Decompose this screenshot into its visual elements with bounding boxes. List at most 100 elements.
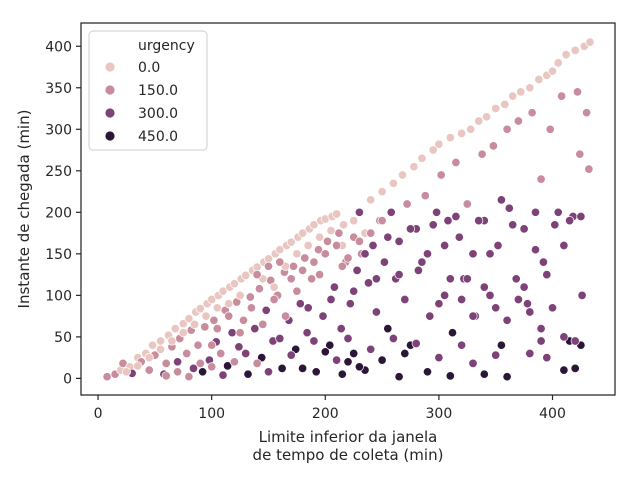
data-point: [329, 282, 339, 292]
data-point: [371, 307, 381, 317]
data-point: [161, 371, 171, 381]
data-point: [466, 124, 476, 134]
data-point: [263, 367, 274, 377]
data-point: [576, 211, 586, 222]
data-point: [434, 353, 444, 363]
data-point: [519, 282, 529, 292]
data-point: [227, 328, 237, 338]
data-point: [538, 257, 548, 267]
data-point: [173, 367, 183, 377]
data-point: [343, 357, 353, 367]
data-point: [417, 153, 427, 163]
data-point: [309, 257, 319, 267]
data-point: [207, 340, 217, 350]
data-point: [485, 249, 495, 259]
data-point: [277, 363, 287, 373]
data-point: [275, 333, 285, 344]
data-point: [280, 311, 291, 321]
data-point: [525, 307, 535, 317]
data-point: [229, 357, 239, 367]
data-point: [235, 328, 245, 338]
data-point: [288, 261, 299, 271]
data-point: [411, 338, 421, 349]
data-point: [575, 149, 585, 159]
data-point: [245, 292, 255, 302]
data-point: [241, 270, 251, 280]
data-point: [200, 322, 210, 332]
data-point: [377, 355, 387, 365]
data-point: [207, 294, 217, 305]
data-point: [397, 170, 408, 180]
data-point: [133, 361, 143, 371]
data-point: [493, 240, 503, 251]
data-point: [252, 358, 262, 368]
data-point: [394, 236, 404, 246]
data-point: [349, 348, 359, 359]
data-point: [338, 220, 349, 230]
y-tick-label: 100: [45, 288, 72, 304]
data-point: [462, 199, 472, 209]
data-point: [428, 220, 438, 230]
data-point: [516, 87, 526, 97]
data-point: [343, 253, 353, 263]
data-point: [400, 294, 410, 305]
data-point: [218, 370, 228, 380]
x-axis-label-line2: de tempo de coleta (min): [253, 446, 444, 464]
data-point: [519, 224, 529, 234]
data-point: [352, 265, 362, 275]
plot-frame: [80, 22, 616, 396]
data-point: [349, 286, 359, 296]
data-point: [223, 361, 233, 371]
data-point: [405, 224, 416, 234]
data-point: [388, 178, 398, 188]
data-point: [553, 207, 563, 217]
data-point: [457, 340, 467, 350]
data-point: [337, 261, 347, 271]
data-point: [504, 203, 514, 213]
data-point: [561, 50, 571, 60]
data-point: [508, 220, 518, 230]
data-point: [315, 270, 325, 280]
data-point: [545, 124, 555, 134]
data-point: [496, 340, 506, 350]
data-point: [462, 274, 472, 284]
data-point: [345, 299, 355, 309]
data-point: [332, 209, 342, 219]
data-point: [235, 290, 245, 300]
data-point: [144, 365, 154, 375]
data-point: [400, 348, 410, 359]
data-point: [547, 66, 558, 76]
data-point: [241, 348, 251, 359]
data-point: [161, 358, 171, 368]
data-point: [307, 274, 317, 284]
data-point: [178, 328, 188, 338]
data-point: [530, 207, 541, 217]
data-point: [491, 103, 501, 114]
data-point: [155, 336, 166, 346]
data-point: [275, 245, 285, 255]
data-point: [292, 286, 302, 296]
legend-box: [88, 30, 208, 151]
data-point: [542, 353, 552, 363]
data-point: [313, 245, 324, 255]
data-point: [502, 315, 512, 325]
data-point: [195, 358, 205, 368]
data-point: [409, 162, 419, 172]
data-point: [577, 290, 587, 300]
data-point: [394, 372, 404, 382]
data-point: [565, 216, 575, 226]
data-point: [527, 108, 537, 118]
y-axis-label: Instante de chegada (min): [15, 110, 33, 309]
data-point: [508, 91, 518, 101]
data-point: [553, 58, 563, 68]
y-tick-label: 350: [45, 81, 72, 97]
x-tick-label: 200: [312, 406, 339, 422]
data-point: [420, 191, 430, 201]
data-point: [479, 369, 489, 379]
data-point: [379, 257, 389, 267]
data-point: [366, 195, 376, 205]
data-point: [354, 362, 364, 372]
data-point: [457, 294, 467, 305]
data-point: [513, 294, 523, 305]
